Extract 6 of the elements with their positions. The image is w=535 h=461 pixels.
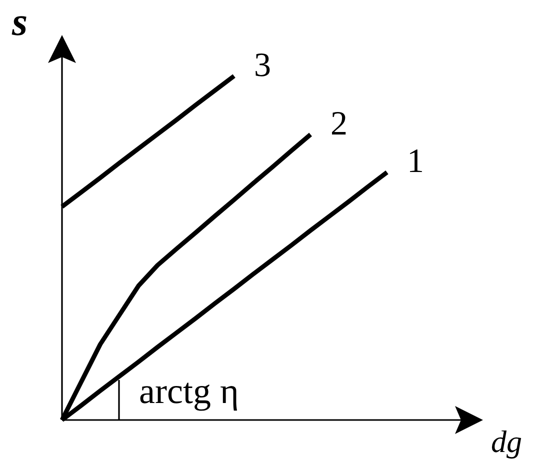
series-label: 1 bbox=[407, 143, 424, 180]
annotation: arctg η bbox=[139, 371, 239, 411]
y-axis-title: s bbox=[11, 0, 28, 44]
series-label: 2 bbox=[330, 105, 348, 142]
x-axis-title: dg bbox=[491, 424, 522, 459]
series-label: 3 bbox=[254, 46, 272, 84]
